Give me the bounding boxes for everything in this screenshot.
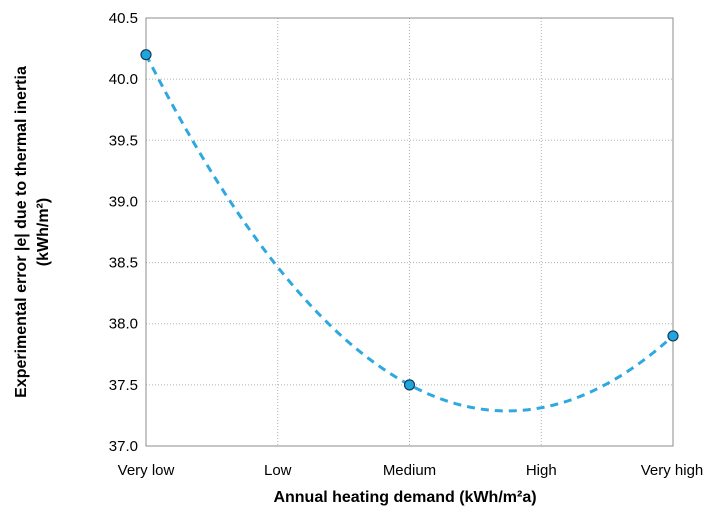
data-point <box>403 379 416 391</box>
data-point <box>140 49 152 61</box>
y-tick-label: 40.0 <box>109 71 138 88</box>
x-tick-label: High <box>526 462 557 479</box>
x-tick-label: Very high <box>641 462 704 479</box>
x-tick-labels: Very low Low Medium High Very high <box>118 462 704 479</box>
x-tick-label: Very low <box>118 462 175 479</box>
plot-area-frame <box>145 17 674 447</box>
grid-lines <box>146 18 673 446</box>
data-point <box>667 330 679 342</box>
y-axis-title: Experimental error |e| due to thermal in… <box>13 66 30 398</box>
y-axis-unit: (kWh/m²) <box>35 198 52 266</box>
x-tick-label: Low <box>264 462 292 479</box>
y-tick-label: 39.5 <box>109 132 138 149</box>
y-tick-label: 38.5 <box>109 255 138 272</box>
y-tick-label: 40.5 <box>109 10 138 27</box>
x-axis-title: Annual heating demand (kWh/m²a) <box>273 489 536 506</box>
y-tick-labels: 37.0 37.5 38.0 38.5 39.0 39.5 40.0 40.5 <box>109 10 138 455</box>
y-tick-label: 38.0 <box>109 316 138 333</box>
y-tick-label: 39.0 <box>109 193 138 210</box>
y-tick-label: 37.0 <box>109 438 138 455</box>
x-tick-label: Medium <box>383 462 436 479</box>
data-points <box>140 49 679 391</box>
trendline <box>144 54 674 413</box>
y-tick-label: 37.5 <box>109 377 138 394</box>
